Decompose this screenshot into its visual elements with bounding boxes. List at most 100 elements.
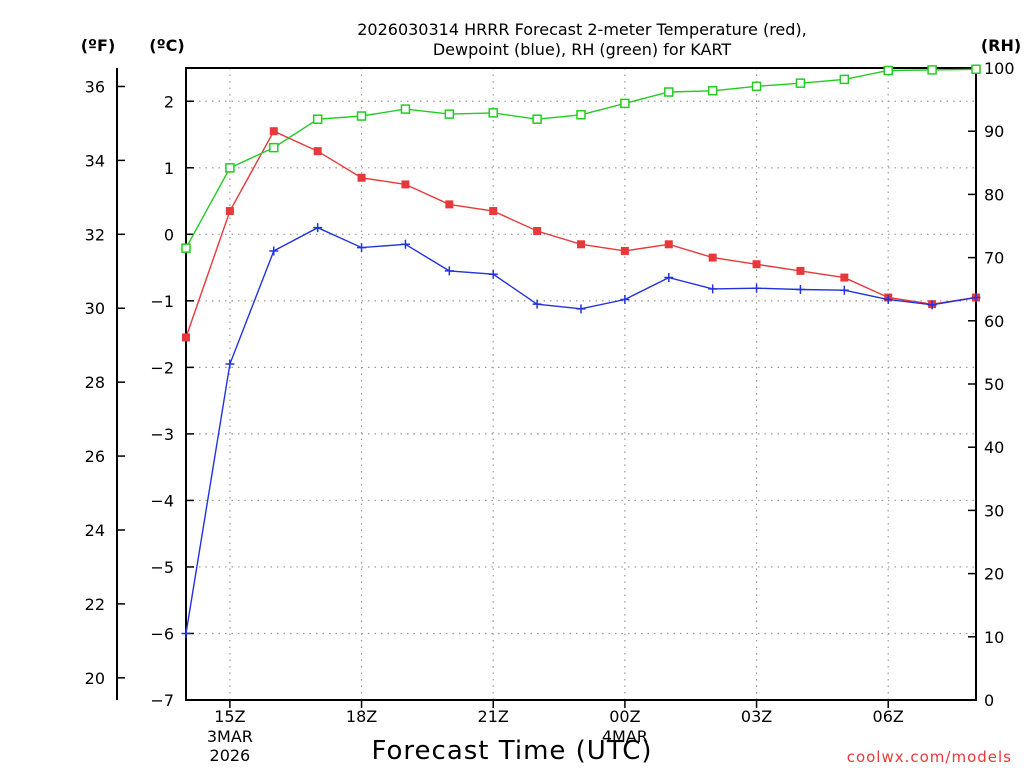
rh-tick-label: 0 [984, 691, 994, 710]
celsius-tick-label: 2 [164, 92, 174, 111]
dewpoint-point [883, 295, 893, 305]
rh-point [532, 114, 542, 124]
temperature-point [313, 147, 322, 156]
rh-point [927, 65, 937, 75]
dewpoint-series [181, 223, 981, 638]
fahrenheit-tick-label: 36 [85, 77, 105, 96]
temperature-point [533, 226, 542, 235]
celsius-tick-label: −3 [150, 425, 174, 444]
celsius-tick-label: −5 [150, 558, 174, 577]
rh-tick-label: 50 [984, 375, 1004, 394]
dewpoint-point [664, 273, 674, 283]
dewpoint-point [400, 239, 410, 249]
celsius-tick-label: 1 [164, 159, 174, 178]
celsius-tick-label: −4 [150, 491, 174, 510]
fahrenheit-tick-label: 26 [85, 447, 105, 466]
temperature-point [577, 240, 585, 249]
x-tick-year-label: 2026 [210, 746, 251, 765]
temperature-point [445, 200, 454, 209]
rh-point [795, 78, 806, 88]
dewpoint-point [532, 299, 542, 309]
fahrenheit-tick-label: 22 [85, 595, 105, 614]
rh-point [400, 104, 411, 114]
rh-tick-label: 70 [984, 249, 1004, 268]
temperature-point [182, 333, 190, 342]
celsius-tick-label: −2 [150, 358, 174, 377]
dewpoint-point [357, 243, 367, 253]
rh-series [181, 64, 981, 253]
celsius-tick-label: −7 [150, 691, 174, 710]
plot-frame [185, 67, 977, 701]
fahrenheit-tick-label: 24 [85, 521, 105, 540]
dewpoint-point [576, 304, 586, 314]
dewpoint-point [620, 295, 630, 305]
temperature-point [664, 240, 673, 249]
dewpoint-point [269, 246, 279, 256]
dewpoint-point [313, 223, 323, 233]
chart-title-line1: 2026030314 HRRR Forecast 2-meter Tempera… [357, 20, 807, 39]
rh-tick-label: 100 [984, 59, 1015, 78]
rh-point [444, 109, 455, 119]
temperature-point [401, 180, 410, 189]
temperature-point [840, 273, 849, 282]
rh-point [971, 64, 981, 75]
temperature-point [269, 127, 278, 136]
chart-title-line2: Dewpoint (blue), RH (green) for KART [433, 40, 732, 59]
dewpoint-point [927, 300, 937, 310]
dewpoint-point [488, 269, 498, 279]
x-tick-label: 00Z [609, 707, 640, 726]
celsius-unit-label: (ºC) [149, 36, 184, 55]
x-tick-label: 06Z [873, 707, 904, 726]
fahrenheit-unit-label: (ºF) [81, 36, 116, 55]
temperature-point [620, 246, 629, 255]
temperature-point [708, 253, 717, 262]
temperature-point [357, 173, 366, 182]
x-tick-label: 15Z [214, 707, 245, 726]
rh-point [225, 163, 235, 173]
dewpoint-point [181, 628, 191, 638]
rh-point [488, 108, 498, 118]
dewpoint-point [225, 359, 235, 369]
rh-tick-label: 60 [984, 312, 1004, 331]
dewpoint-point [752, 283, 762, 293]
x-axis-title: Forecast Time (UTC) [371, 736, 652, 766]
rh-point [664, 87, 674, 97]
x-tick-label: 18Z [346, 707, 377, 726]
celsius-tick-label: 0 [164, 225, 174, 244]
rh-point [269, 142, 279, 153]
data-series [181, 64, 981, 638]
dewpoint-point [708, 284, 718, 294]
rh-point [751, 81, 762, 92]
temperature-point [796, 266, 805, 275]
rh-unit-label: (RH) [981, 36, 1021, 55]
temperature-point [489, 207, 498, 216]
rh-point [883, 65, 893, 76]
fahrenheit-tick-label: 34 [85, 151, 105, 170]
rh-tick-label: 80 [984, 185, 1004, 204]
rh-tick-label: 30 [984, 501, 1004, 520]
fahrenheit-tick-label: 28 [85, 373, 105, 392]
rh-tick-label: 10 [984, 628, 1004, 647]
rh-point [181, 243, 191, 253]
dewpoint-point [971, 293, 981, 303]
dewpoint-point [839, 285, 849, 295]
x-tick-date-label: 3MAR [207, 727, 253, 746]
fahrenheit-tick-label: 30 [85, 299, 105, 318]
rh-point [312, 114, 323, 124]
gridlines [186, 68, 976, 700]
fahrenheit-tick-label: 20 [85, 669, 105, 688]
rh-point [839, 74, 850, 85]
rh-line [185, 68, 977, 249]
temperature-point [752, 260, 761, 269]
rh-point [620, 98, 630, 109]
x-tick-label: 03Z [741, 707, 772, 726]
rh-tick-label: 90 [984, 122, 1004, 141]
celsius-tick-label: −6 [150, 624, 174, 643]
dewpoint-point [795, 285, 805, 295]
temperature-point [225, 207, 234, 216]
dewpoint-line [185, 226, 977, 634]
x-tick-date-label: 4MAR [602, 727, 648, 746]
x-tick-label: 21Z [478, 707, 509, 726]
